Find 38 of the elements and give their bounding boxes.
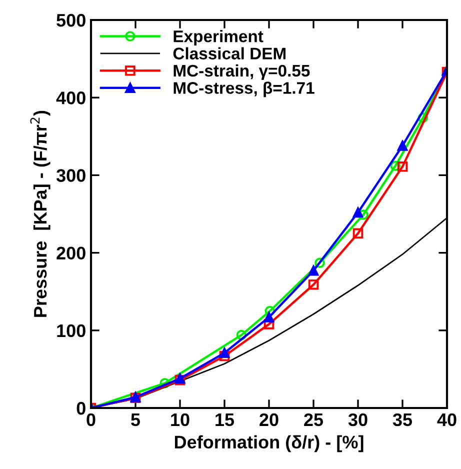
x-tick-label: 20 (260, 413, 278, 426)
y-axis-title: Pressure [KPa] - (F/πr$^{2}$) (30, 110, 50, 317)
x-tick-label: 40 (437, 413, 456, 426)
y-tick-label: 0 (76, 402, 86, 415)
x-tick-label: 15 (216, 414, 234, 426)
x-tick-label: 35 (392, 413, 412, 426)
y-tick-label: 300 (56, 169, 86, 182)
point (308, 266, 319, 276)
x-axis-title: Deformation (δ/r) - [%] (174, 435, 364, 452)
point (264, 312, 274, 322)
x-tick-label: 5 (131, 414, 140, 426)
point (358, 210, 368, 220)
point (160, 378, 170, 388)
point (352, 207, 364, 218)
point (264, 319, 274, 330)
x-tick-label: 30 (348, 413, 368, 426)
x-tick-label: 25 (304, 413, 324, 426)
y-tick-label: 200 (56, 246, 86, 260)
point (264, 306, 276, 316)
point (219, 350, 230, 362)
y-tick-label: 100 (57, 324, 86, 338)
point (397, 162, 408, 172)
legend-label: MC-stress, β=1.71 (174, 82, 314, 98)
y-tick-label: 400 (56, 92, 86, 104)
point (390, 160, 401, 172)
legend-label: MC-strain, γ=0.55 (174, 64, 310, 80)
x-tick-label: 10 (171, 413, 190, 426)
y-tick-label: 500 (56, 14, 86, 27)
point (219, 348, 230, 358)
point (236, 330, 247, 340)
legend-label: Experiment (174, 30, 264, 46)
point (308, 279, 319, 290)
point (352, 228, 364, 239)
legend-label: Classical DEM (173, 47, 286, 60)
point (314, 258, 325, 268)
point (418, 112, 428, 123)
point (397, 140, 408, 151)
x-tick-label: 0 (86, 413, 96, 426)
